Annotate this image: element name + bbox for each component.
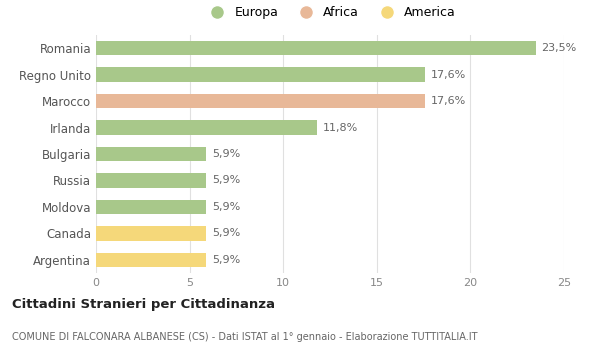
Bar (96, 147, 206, 161)
Bar (96, 226, 206, 240)
Text: 17,6%: 17,6% (431, 96, 466, 106)
Legend: Europa, Africa, America: Europa, Africa, America (199, 1, 461, 24)
Text: 11,8%: 11,8% (323, 122, 358, 133)
Bar (96, 252, 206, 267)
Text: 5,9%: 5,9% (212, 202, 241, 212)
Bar (96, 199, 206, 214)
Bar (96, 173, 206, 188)
Text: 5,9%: 5,9% (212, 149, 241, 159)
Text: COMUNE DI FALCONARA ALBANESE (CS) - Dati ISTAT al 1° gennaio - Elaborazione TUTT: COMUNE DI FALCONARA ALBANESE (CS) - Dati… (12, 331, 478, 342)
Text: 17,6%: 17,6% (431, 70, 466, 80)
Bar (96, 68, 425, 82)
Text: 5,9%: 5,9% (212, 175, 241, 186)
Text: Cittadini Stranieri per Cittadinanza: Cittadini Stranieri per Cittadinanza (12, 298, 275, 311)
Text: 5,9%: 5,9% (212, 255, 241, 265)
Text: 23,5%: 23,5% (542, 43, 577, 53)
Bar (96, 41, 536, 56)
Bar (96, 94, 425, 108)
Bar (96, 120, 317, 135)
Text: 5,9%: 5,9% (212, 228, 241, 238)
